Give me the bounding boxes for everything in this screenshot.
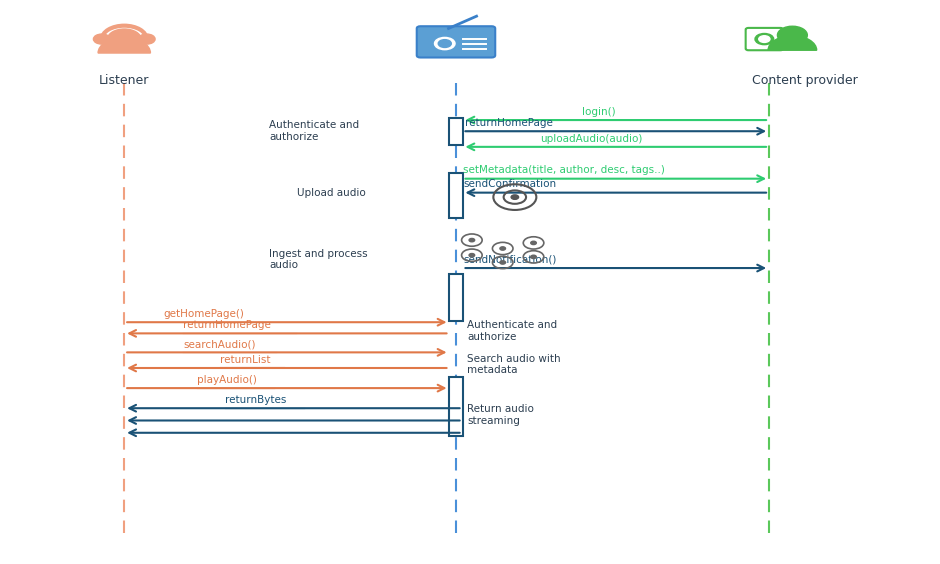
Text: searchAudio(): searchAudio() [183, 339, 256, 349]
Text: Listener: Listener [99, 74, 149, 87]
Text: Search audio with
metadata: Search audio with metadata [467, 354, 561, 376]
Text: Ingest and process
audio: Ingest and process audio [269, 249, 368, 271]
Wedge shape [768, 36, 817, 50]
Text: sendConfirmation: sendConfirmation [463, 179, 556, 190]
Wedge shape [98, 37, 150, 53]
Text: login(): login() [582, 107, 616, 117]
Circle shape [434, 37, 455, 50]
Circle shape [500, 247, 506, 250]
FancyBboxPatch shape [416, 27, 495, 58]
Text: sendNotification(): sendNotification() [463, 255, 556, 265]
Circle shape [511, 195, 519, 199]
Text: returnBytes: returnBytes [226, 395, 287, 405]
Text: Return audio
streaming: Return audio streaming [467, 404, 534, 426]
Text: setMetadata(title, author, desc, tags..): setMetadata(title, author, desc, tags..) [463, 165, 666, 175]
Circle shape [531, 241, 537, 245]
Bar [449, 377, 462, 435]
Text: uploadAudio(audio): uploadAudio(audio) [540, 134, 642, 143]
Circle shape [500, 261, 506, 264]
Circle shape [138, 34, 155, 44]
Text: Authenticate and
authorize: Authenticate and authorize [269, 121, 359, 142]
Text: returnHomePage: returnHomePage [183, 320, 271, 330]
Circle shape [107, 29, 141, 49]
Text: playAudio(): playAudio() [197, 374, 257, 385]
Text: getHomePage(): getHomePage() [164, 309, 244, 319]
Circle shape [759, 36, 770, 42]
Circle shape [469, 239, 475, 242]
Text: Upload audio: Upload audio [297, 188, 366, 197]
Bar [449, 173, 462, 218]
Text: Content provider: Content provider [752, 74, 857, 87]
Circle shape [438, 39, 451, 47]
Bar [449, 274, 462, 321]
FancyBboxPatch shape [745, 28, 783, 50]
Circle shape [93, 34, 110, 44]
Text: Authenticate and
authorize: Authenticate and authorize [467, 320, 557, 342]
Circle shape [469, 254, 475, 257]
Bar [449, 118, 462, 145]
Circle shape [755, 33, 774, 45]
Text: returnHomePage: returnHomePage [465, 118, 554, 129]
Text: returnList: returnList [220, 355, 270, 365]
Circle shape [777, 27, 807, 44]
Circle shape [531, 255, 537, 258]
